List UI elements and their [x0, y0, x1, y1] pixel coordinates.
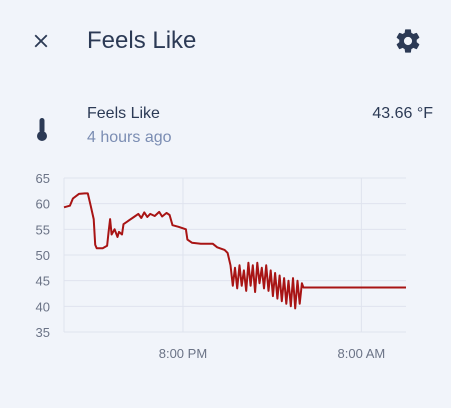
gear-icon	[396, 29, 420, 53]
x-axis-labels: 8:00 PM 8:00 AM	[159, 346, 385, 361]
y-tick-label: 45	[36, 274, 50, 289]
page-title: Feels Like	[87, 27, 197, 54]
dialog-header: Feels Like	[0, 0, 451, 82]
y-tick-label: 65	[36, 171, 50, 186]
chart-grid	[63, 177, 406, 333]
chart-svg: 65 60 55 50 45 40 35 8:00 PM 8:00 AM	[36, 171, 406, 361]
history-chart[interactable]: 65 60 55 50 45 40 35 8:00 PM 8:00 AM	[0, 166, 451, 366]
thermometer-icon	[30, 116, 54, 144]
close-button[interactable]	[26, 26, 56, 56]
y-axis-labels: 65 60 55 50 45 40 35	[36, 171, 50, 340]
series-line[interactable]	[63, 192, 406, 310]
y-tick-label: 55	[36, 222, 50, 237]
x-tick-label: 8:00 AM	[338, 346, 386, 361]
chart-series	[63, 192, 406, 310]
y-tick-label: 60	[36, 197, 50, 212]
entity-last-changed: 4 hours ago	[87, 129, 172, 146]
entity-name: Feels Like	[87, 105, 160, 122]
entity-row[interactable]: Feels Like 4 hours ago 43.66 °F	[0, 96, 451, 156]
entity-value: 43.66 °F	[372, 105, 433, 122]
y-tick-label: 50	[36, 248, 50, 263]
x-tick-label: 8:00 PM	[159, 346, 207, 361]
y-tick-label: 35	[36, 325, 50, 340]
close-icon	[34, 34, 48, 48]
y-tick-label: 40	[36, 299, 50, 314]
settings-button[interactable]	[392, 25, 424, 57]
